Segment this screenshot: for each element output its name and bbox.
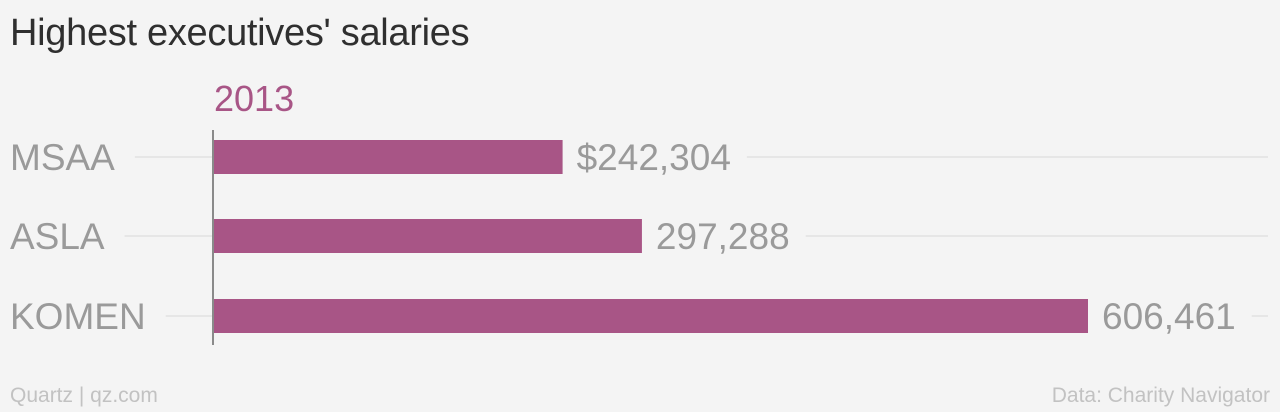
series-label-2013: 2013 (214, 78, 295, 119)
value-label-komen: 606,461 (1102, 296, 1236, 337)
bar-komen (213, 299, 1088, 333)
chart-title: Highest executives' salaries (10, 12, 470, 54)
bar-asla (213, 219, 642, 253)
value-label-msaa: $242,304 (577, 137, 731, 178)
value-label-asla: 297,288 (656, 216, 790, 257)
category-label-msaa: MSAA (10, 137, 115, 178)
category-label-komen: KOMEN (10, 296, 146, 337)
bar-msaa (213, 140, 563, 174)
footer-source: Data: Charity Navigator (1051, 384, 1270, 407)
category-label-asla: ASLA (10, 216, 105, 257)
footer-credit: Quartz | qz.com (10, 384, 158, 407)
